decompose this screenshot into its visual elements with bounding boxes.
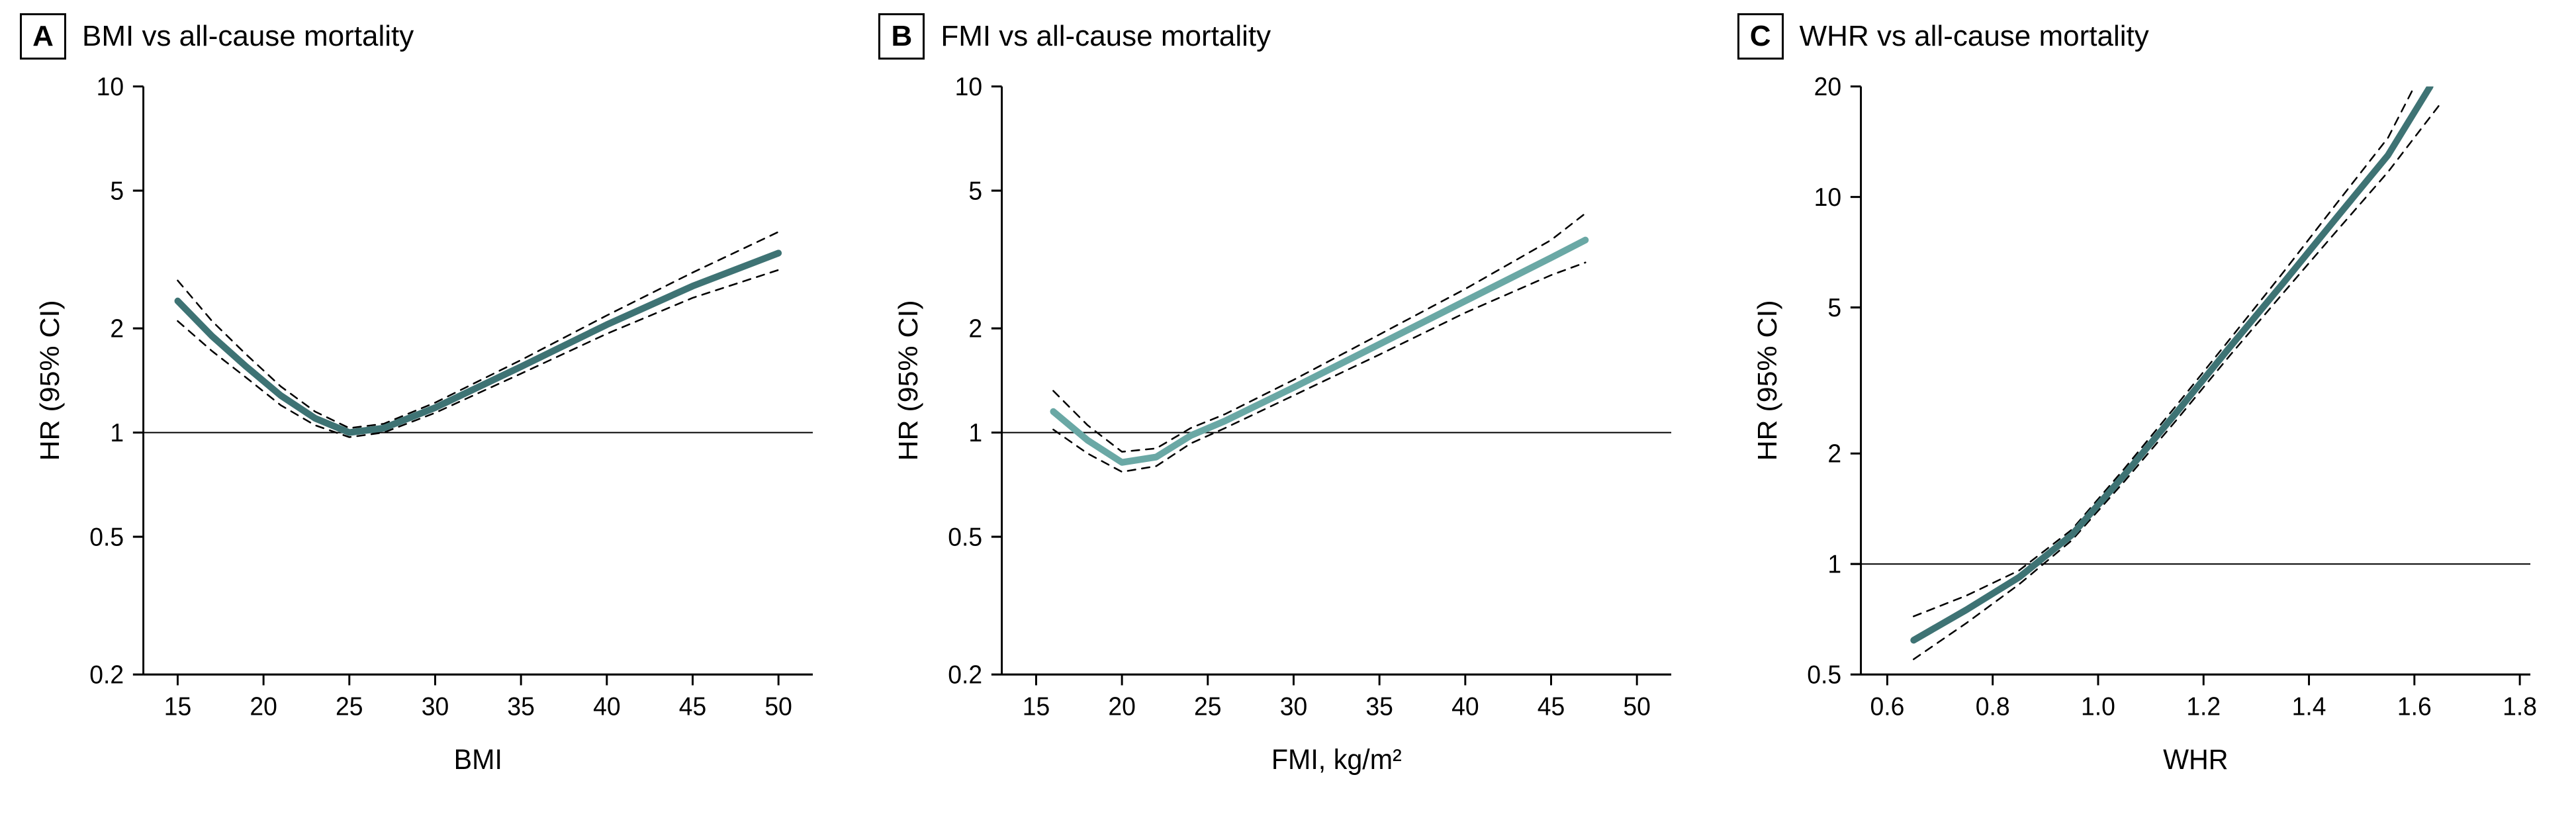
panel-title: WHR vs all-cause mortality: [1800, 20, 2149, 53]
plot-area: 15202530354045500.20.512510FMI, kg/m²HR …: [878, 66, 1697, 796]
panel-title: FMI vs all-cause mortality: [941, 20, 1271, 53]
chart-svg: 15202530354045500.20.512510FMI, kg/m²HR …: [878, 66, 1697, 796]
chart-panel: BFMI vs all-cause mortality1520253035404…: [858, 0, 1717, 816]
chart-svg: 0.6 0.8 1.0 1.2 1.4 1.6 1.8 0.5 1 2 5 10 20 WHR HR (95…: [1737, 66, 2556, 796]
x-tick-label: 35: [507, 693, 535, 721]
panel-header: B FMI vs all-cause mortality: [878, 13, 1697, 60]
y-axis-label: HR (95% CI): [34, 300, 65, 461]
hr-series-line: [1054, 240, 1586, 463]
plot-area: 15202530354045500.20.512510BMIHR (95% CI…: [20, 66, 839, 796]
x-tick-label: 50: [764, 693, 792, 721]
plot-area: 0.6 0.8 1.0 1.2 1.4 1.6 1.8 0.5 1 2 5 10 20 WHR HR (95…: [1737, 66, 2556, 796]
x-tick-label: 30: [1280, 693, 1308, 721]
x-tick-label: 40: [593, 693, 621, 721]
x-tick-label: 1.6: [2397, 693, 2432, 721]
y-tick-label: 5: [110, 177, 124, 206]
x-tick-label: 45: [1538, 693, 1565, 721]
x-tick-label: 1.0: [2081, 693, 2115, 721]
panel-letter: C: [1737, 13, 1784, 60]
upper-ci-line: [177, 232, 778, 428]
y-axis-label: HR (95% CI): [1751, 300, 1782, 461]
figure-row: ABMI vs all-cause mortality1520253035404…: [0, 0, 2576, 816]
chart-panel: ABMI vs all-cause mortality1520253035404…: [0, 0, 858, 816]
y-tick-label: 0.2: [89, 661, 124, 690]
x-axis-label: WHR: [2163, 743, 2228, 775]
y-tick-label: 0.2: [948, 661, 983, 690]
panel-header: A BMI vs all-cause mortality: [20, 13, 839, 60]
upper-ci-line: [1054, 213, 1586, 451]
y-axis-label: HR (95% CI): [893, 300, 923, 461]
panel-letter: B: [878, 13, 925, 60]
y-tick-label: 10: [1814, 183, 1841, 212]
x-axis-label: BMI: [454, 743, 502, 775]
panel-header: C WHR vs all-cause mortality: [1737, 13, 2556, 60]
x-tick-label: 20: [250, 693, 277, 721]
y-tick-label: 0.5: [1807, 661, 1841, 690]
y-tick-label: 5: [1827, 294, 1841, 322]
x-tick-label: 45: [679, 693, 707, 721]
x-tick-label: 35: [1366, 693, 1394, 721]
y-tick-label: 0.5: [89, 523, 124, 552]
y-tick-label: 1: [969, 419, 983, 447]
panel-title: BMI vs all-cause mortality: [82, 20, 414, 53]
hr-series-line: [177, 253, 778, 432]
y-tick-label: 10: [97, 73, 124, 101]
y-tick-label: 10: [955, 73, 983, 101]
x-tick-label: 50: [1624, 693, 1651, 721]
x-tick-label: 0.6: [1870, 693, 1904, 721]
lower-ci-line: [177, 270, 778, 437]
x-tick-label: 1.8: [2503, 693, 2537, 721]
chart-svg: 15202530354045500.20.512510BMIHR (95% CI…: [20, 66, 839, 796]
x-axis-label: FMI, kg/m²: [1271, 743, 1402, 775]
upper-ci-line: [1913, 87, 2415, 617]
x-tick-label: 40: [1451, 693, 1479, 721]
x-tick-label: 1.4: [2291, 693, 2326, 721]
y-tick-label: 2: [1827, 440, 1841, 469]
x-tick-label: 15: [164, 693, 192, 721]
x-tick-label: 1.2: [2186, 693, 2221, 721]
y-tick-label: 20: [1814, 73, 1841, 101]
y-tick-label: 2: [969, 315, 983, 343]
panel-letter: A: [20, 13, 66, 60]
y-tick-label: 1: [110, 419, 124, 447]
x-tick-label: 25: [336, 693, 363, 721]
x-tick-label: 15: [1023, 693, 1050, 721]
x-tick-label: 30: [422, 693, 449, 721]
y-tick-label: 5: [969, 177, 983, 206]
hr-series-line: [1913, 87, 2430, 641]
y-tick-label: 1: [1827, 551, 1841, 579]
y-tick-label: 0.5: [948, 523, 983, 552]
x-tick-label: 0.8: [1975, 693, 2009, 721]
y-tick-label: 2: [110, 315, 124, 343]
x-tick-label: 25: [1194, 693, 1222, 721]
x-tick-label: 20: [1109, 693, 1136, 721]
chart-panel: C WHR vs all-cause mortality 0.6 0.8 1.0 1.2 1…: [1718, 0, 2576, 816]
